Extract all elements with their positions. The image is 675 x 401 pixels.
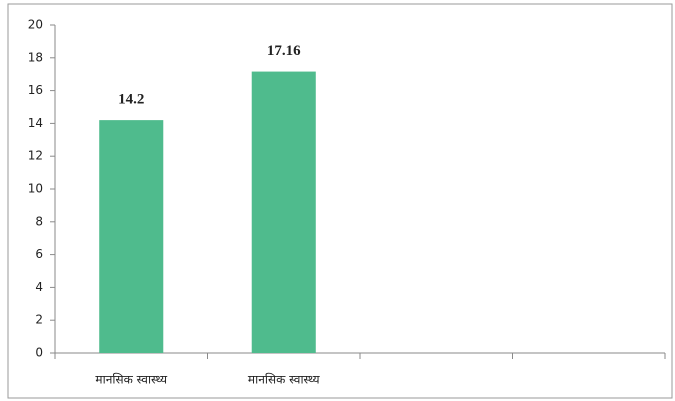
chart-frame (7, 3, 673, 399)
y-tick-label: 16 (28, 83, 43, 97)
x-tick-label: मानसिक स्वास्थ्य (248, 373, 321, 387)
y-tick-label: 2 (35, 313, 43, 327)
y-tick-label: 12 (28, 149, 43, 163)
y-tick-label: 8 (35, 214, 43, 228)
y-tick-label: 18 (28, 50, 43, 64)
y-tick-label: 4 (35, 280, 43, 294)
y-tick-label: 20 (28, 18, 43, 32)
data-label: 14.2 (118, 92, 144, 108)
y-tick-label: 14 (28, 116, 43, 130)
y-tick-label: 10 (28, 182, 43, 196)
bar (251, 71, 316, 354)
y-tick-label: 6 (35, 247, 43, 261)
y-tick-label: 0 (35, 346, 43, 360)
bar (99, 120, 164, 354)
x-tick-label: मानसिक स्वास्थ्य (95, 373, 168, 387)
data-label: 17.16 (267, 43, 301, 59)
